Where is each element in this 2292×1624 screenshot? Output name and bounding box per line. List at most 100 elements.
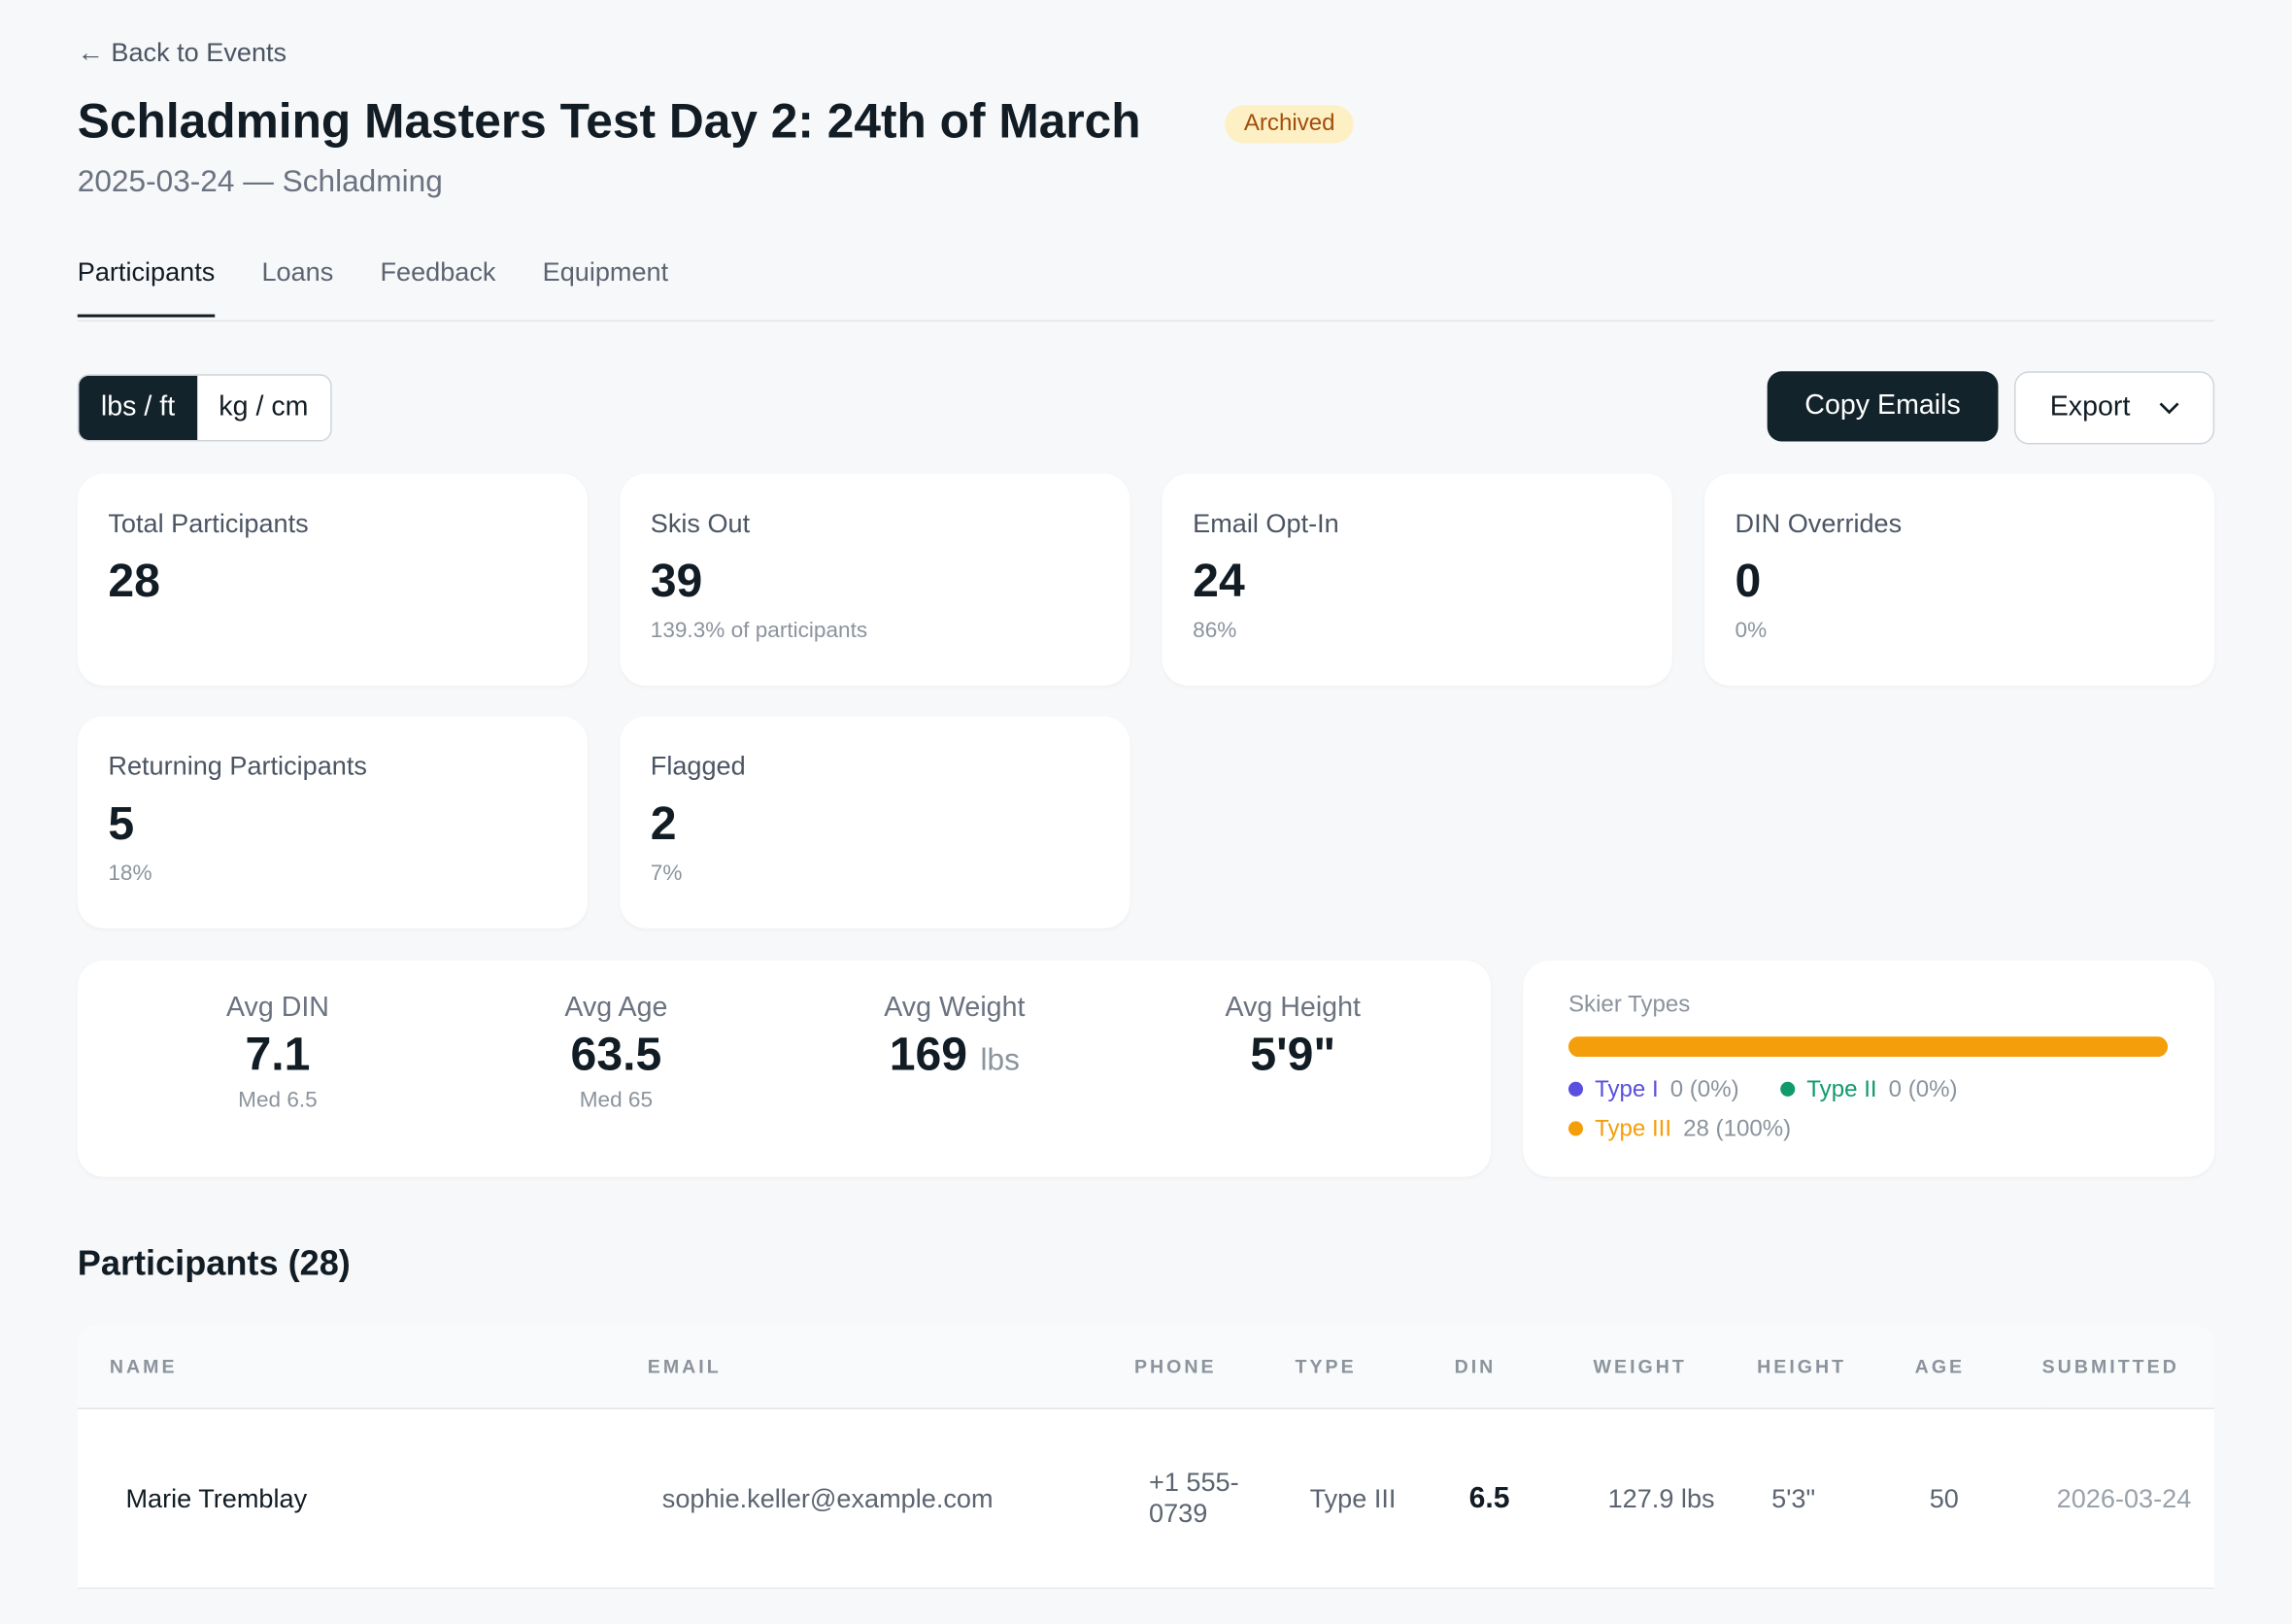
- table-title: Participants (28): [77, 1243, 351, 1284]
- average-value-row: 5'9": [1125, 1028, 1461, 1082]
- legend-name: Type III: [1595, 1116, 1672, 1142]
- unit-toggle: lbs / ft kg / cm: [77, 374, 332, 442]
- unit-option[interactable]: lbs / ft: [79, 375, 197, 441]
- stat-card: Skis Out 39 139.3% of participants: [620, 473, 1130, 686]
- column-header: HEIGHT: [1757, 1324, 1915, 1409]
- average: Avg DIN 7.1 Med 6.5: [110, 961, 446, 1113]
- column-header: DIN: [1454, 1324, 1594, 1409]
- legend-count: 0 (0%): [1669, 1077, 1739, 1102]
- average: Avg Age 63.5 Med 65: [448, 961, 784, 1113]
- legend-count: 28 (100%): [1683, 1116, 1792, 1142]
- average-label: Avg DIN: [225, 992, 329, 1024]
- type-segment: [1567, 1036, 2169, 1058]
- chevron-icon: [2158, 402, 2178, 415]
- subtitle: 2025-03-24 — Schladming: [77, 165, 443, 199]
- stat-note: 139.3% of participants: [650, 618, 868, 644]
- average-value: 7.1: [245, 1028, 311, 1081]
- legend-dot: [1780, 1081, 1796, 1097]
- average: Avg Height 5'9": [1125, 961, 1461, 1082]
- stat-value: 39: [650, 554, 703, 607]
- tab[interactable]: Feedback: [380, 256, 496, 287]
- cell: 6.5: [1454, 1408, 1594, 1590]
- average-value-row: 169 lbs: [787, 1028, 1123, 1082]
- participants-table: NAME EMAIL PHONE TYPE DIN WEIGHT HEIGHT AGE SUBM…: [77, 1324, 2215, 1590]
- average-unit: lbs: [980, 1043, 1020, 1078]
- stat-note: 86%: [1193, 618, 1237, 644]
- cell: 50: [1914, 1408, 2042, 1590]
- stat-value: 24: [1193, 554, 1245, 607]
- header-row: NAME EMAIL PHONE TYPE DIN WEIGHT HEIGHT AGE SUBM…: [77, 1324, 2215, 1409]
- column-header: TYPE: [1295, 1324, 1455, 1409]
- stat-value: 0: [1735, 554, 1762, 607]
- stat-card: DIN Overrides 0 0%: [1703, 473, 2215, 686]
- average-value: 5'9": [1250, 1028, 1336, 1081]
- average-value: 63.5: [570, 1028, 662, 1081]
- skier-types-bar: [1567, 1036, 2169, 1058]
- tabs: Participants Loans Feedback Equipment: [77, 256, 669, 318]
- column-header: AGE: [1914, 1324, 2042, 1409]
- stat-label: Total Participants: [108, 508, 309, 538]
- stat-card: Flagged 2 7%: [620, 716, 1130, 929]
- stat-value: 2: [650, 796, 677, 850]
- cell: +1 555-0739: [1133, 1408, 1296, 1590]
- unit-option[interactable]: kg / cm: [219, 391, 309, 423]
- tab[interactable]: Participants: [77, 257, 216, 318]
- table-wrap: NAME EMAIL PHONE TYPE DIN WEIGHT HEIGHT AGE SUBM…: [77, 1324, 2215, 1590]
- column-header: WEIGHT: [1593, 1324, 1758, 1409]
- legend-name: Type I: [1595, 1077, 1659, 1102]
- cell: 5'3": [1757, 1408, 1915, 1590]
- skier-types-title: Skier Types: [1567, 992, 1691, 1018]
- column-header: NAME: [77, 1324, 648, 1409]
- stat-note: 18%: [108, 861, 152, 887]
- average-value: 169: [889, 1028, 968, 1081]
- column-header: EMAIL: [647, 1324, 1134, 1409]
- column-header: SUBMITTED: [2041, 1324, 2215, 1409]
- stat-label: Email Opt-In: [1193, 508, 1339, 538]
- stat-card: Email Opt-In 24 86%: [1162, 473, 1672, 686]
- tab[interactable]: Loans: [261, 256, 334, 287]
- average: Avg Weight 169 lbs: [787, 961, 1123, 1082]
- stat-card: Returning Participants 5 18%: [77, 716, 589, 929]
- table-body: Marie Tremblay sophie.keller@example.com +…: [77, 1408, 2215, 1590]
- legend-item: Type III 28 (100%): [1567, 1116, 1792, 1143]
- column-header: PHONE: [1133, 1324, 1296, 1409]
- average-value-row: 7.1: [110, 1028, 446, 1082]
- legend-item: Type I 0 (0%): [1567, 1077, 1739, 1103]
- average-label: Avg Weight: [884, 992, 1026, 1024]
- copy-emails-button[interactable]: Copy Emails: [1767, 371, 1999, 442]
- stat-value: 5: [108, 796, 135, 850]
- stat-label: Returning Participants: [108, 751, 367, 781]
- cell: 2026-03-24: [2041, 1408, 2215, 1590]
- cell: sophie.keller@example.com: [647, 1408, 1134, 1590]
- stat-label: Skis Out: [650, 508, 751, 538]
- cell: 127.9 lbs: [1593, 1408, 1758, 1590]
- stat-label: DIN Overrides: [1735, 508, 1903, 538]
- average-label: Avg Height: [1225, 992, 1361, 1024]
- stat-value: 28: [108, 554, 160, 607]
- export-button[interactable]: Export: [2014, 371, 2215, 445]
- back-link[interactable]: ← Back to Events: [77, 38, 287, 68]
- tab[interactable]: Equipment: [542, 256, 669, 287]
- average-label: Avg Age: [564, 992, 668, 1024]
- stat-note: 7%: [650, 861, 683, 887]
- stat-label: Flagged: [650, 751, 746, 781]
- legend-dot: [1567, 1081, 1584, 1097]
- export-label: Export: [2049, 391, 2131, 423]
- average-note: Med 6.5: [238, 1087, 318, 1113]
- legend-dot: [1567, 1121, 1584, 1136]
- legend-item: Type II 0 (0%): [1780, 1077, 1958, 1103]
- cell: Marie Tremblay: [77, 1408, 648, 1590]
- tab-divider: [77, 320, 2215, 322]
- status-badge: Archived: [1225, 105, 1355, 144]
- legend-name: Type II: [1806, 1077, 1877, 1102]
- table-head: NAME EMAIL PHONE TYPE DIN WEIGHT HEIGHT AGE SUBM…: [77, 1324, 2215, 1409]
- cell: Type III: [1295, 1408, 1455, 1590]
- average-note: Med 65: [579, 1087, 654, 1113]
- average-value-row: 63.5: [448, 1028, 784, 1082]
- stat-card: Total Participants 28: [77, 473, 589, 686]
- participant-row[interactable]: Marie Tremblay sophie.keller@example.com +…: [77, 1408, 2215, 1590]
- page-title: Schladming Masters Test Day 2: 24th of M…: [77, 93, 1141, 149]
